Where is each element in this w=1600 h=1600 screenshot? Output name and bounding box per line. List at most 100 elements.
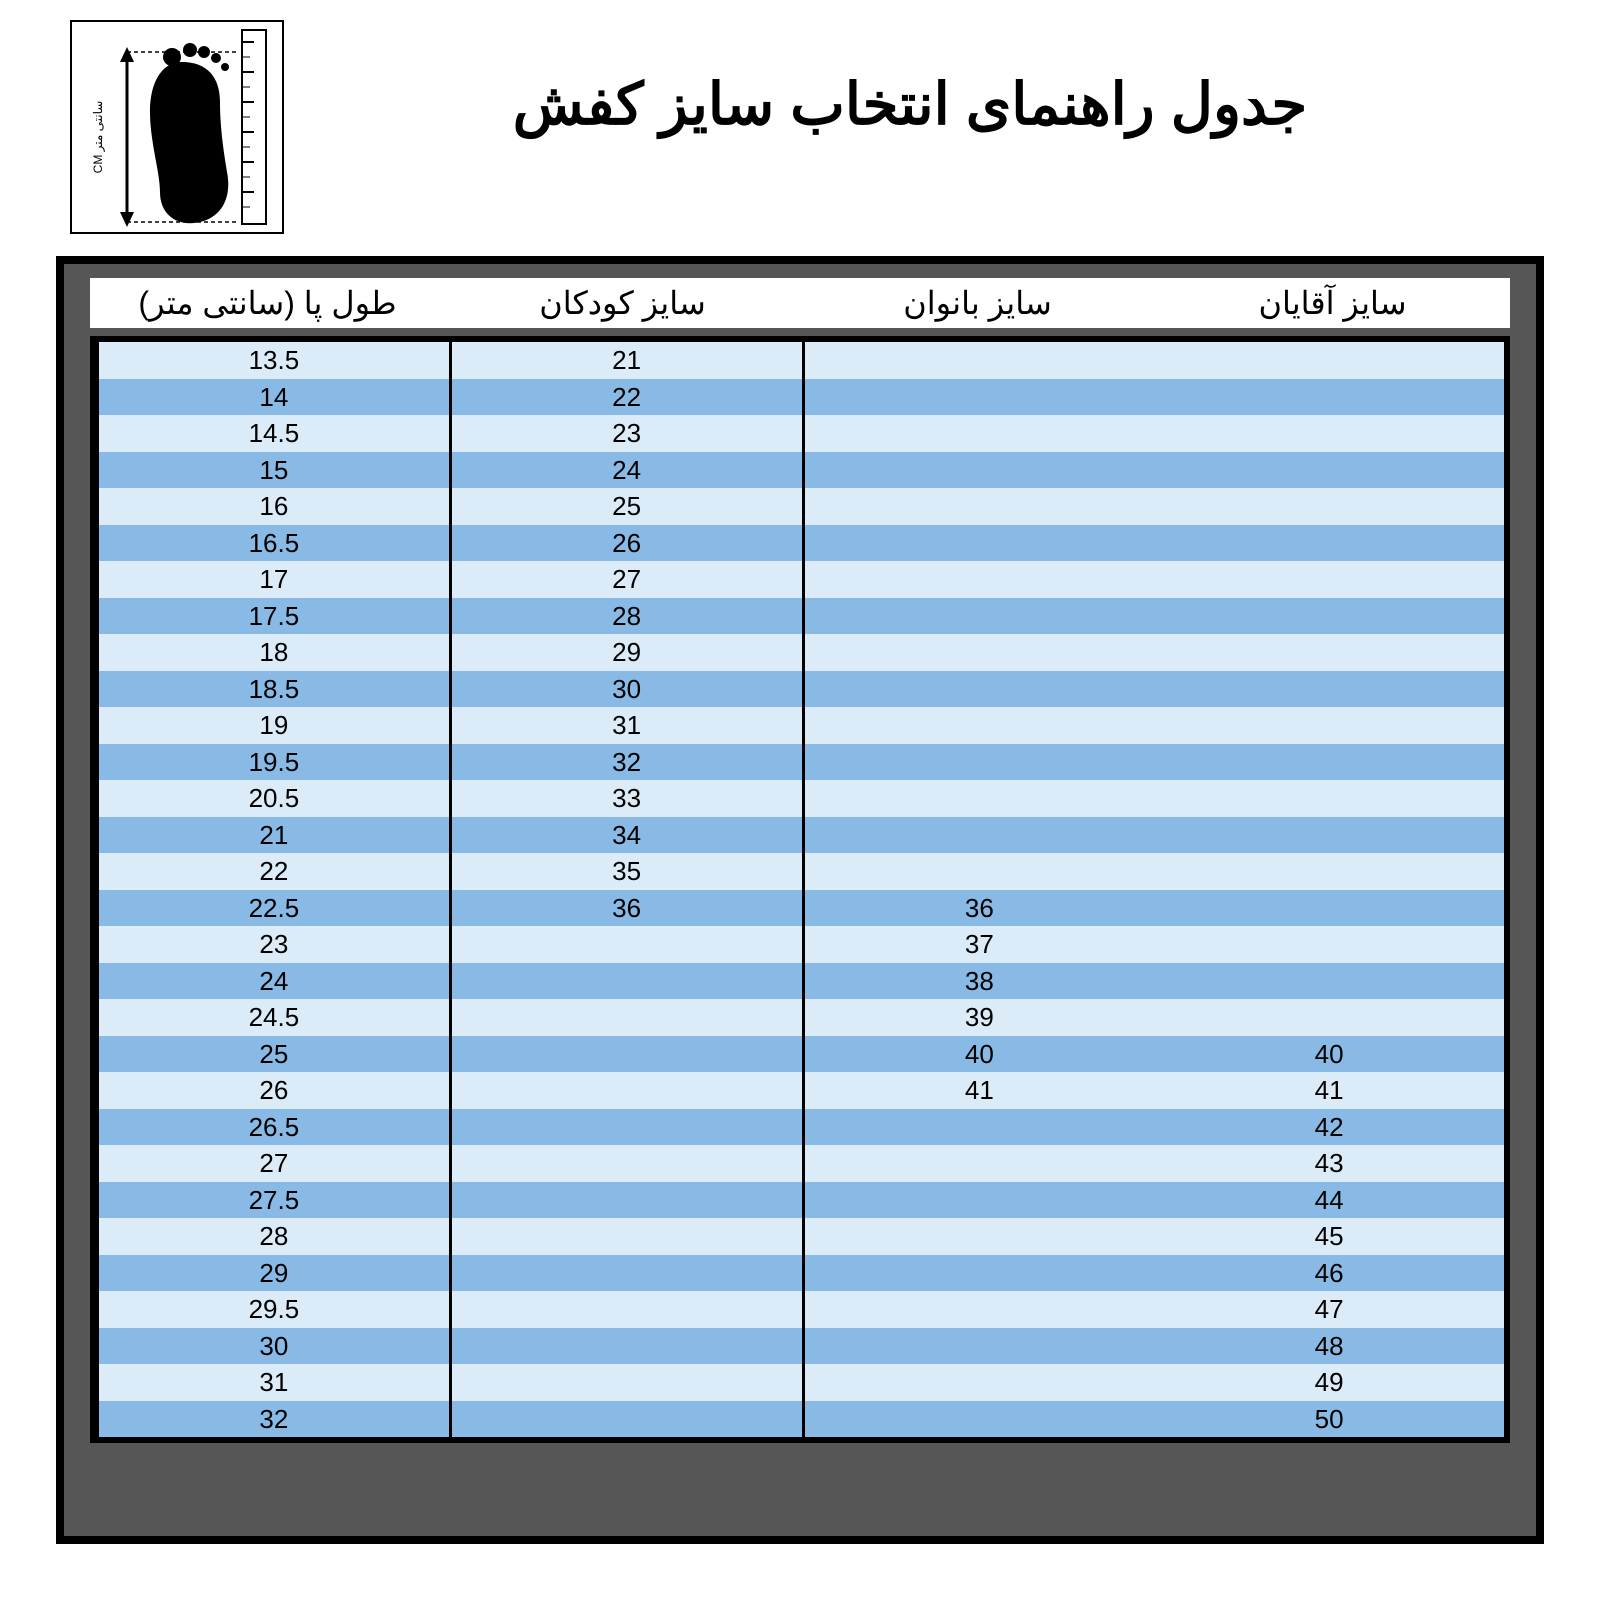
table-row: 20.533 — [96, 780, 1504, 817]
cell-kids: 30 — [449, 671, 802, 708]
table-row: 1931 — [96, 707, 1504, 744]
cell-kids — [449, 999, 802, 1036]
cell-kids — [449, 963, 802, 1000]
cell-kids — [449, 1145, 802, 1182]
cell-length: 21 — [96, 817, 449, 854]
cell-length: 30 — [96, 1328, 449, 1365]
table-row: 3149 — [96, 1364, 1504, 1401]
cell-length: 26.5 — [96, 1109, 449, 1146]
table-row: 29.547 — [96, 1291, 1504, 1328]
cell-men — [1154, 780, 1504, 817]
cell-length: 22 — [96, 853, 449, 890]
cell-kids: 25 — [449, 488, 802, 525]
col-header-length: طول پا (سانتی متر) — [90, 278, 445, 328]
cell-length: 18 — [96, 634, 449, 671]
cell-women — [802, 634, 1155, 671]
cell-women — [802, 1218, 1155, 1255]
cell-length: 24 — [96, 963, 449, 1000]
cell-women — [802, 452, 1155, 489]
col-header-men: سایز آقایان — [1155, 278, 1510, 328]
cell-women — [802, 671, 1155, 708]
cell-length: 26 — [96, 1072, 449, 1109]
cell-women — [802, 780, 1155, 817]
cell-women — [802, 379, 1155, 416]
cell-men: 47 — [1154, 1291, 1504, 1328]
cell-women — [802, 1145, 1155, 1182]
cell-men: 46 — [1154, 1255, 1504, 1292]
cell-kids — [449, 1328, 802, 1365]
cell-men — [1154, 342, 1504, 379]
cell-men — [1154, 853, 1504, 890]
cell-kids — [449, 1182, 802, 1219]
cell-women — [802, 817, 1155, 854]
cell-length: 16.5 — [96, 525, 449, 562]
cell-length: 19.5 — [96, 744, 449, 781]
cell-men: 42 — [1154, 1109, 1504, 1146]
cell-kids — [449, 1291, 802, 1328]
table-row: 2134 — [96, 817, 1504, 854]
table-row: 24 38 — [96, 963, 1504, 1000]
cell-kids — [449, 1255, 802, 1292]
table-row: 32 50 — [96, 1401, 1504, 1438]
table-row: 1727 — [96, 561, 1504, 598]
cell-men: 43 — [1154, 1145, 1504, 1182]
cell-length: 20.5 — [96, 780, 449, 817]
cell-women — [802, 744, 1155, 781]
cell-kids — [449, 1072, 802, 1109]
cell-men — [1154, 598, 1504, 635]
cell-men — [1154, 926, 1504, 963]
cell-men: 50 — [1154, 1401, 1504, 1438]
table-row: 27.544 — [96, 1182, 1504, 1219]
table-header: طول پا (سانتی متر) سایز کودکان سایز بانو… — [90, 278, 1510, 328]
cell-kids — [449, 1401, 802, 1438]
cell-length: 18.5 — [96, 671, 449, 708]
cell-women — [802, 1401, 1155, 1438]
cell-men: 49 — [1154, 1364, 1504, 1401]
cell-length: 16 — [96, 488, 449, 525]
cell-men — [1154, 707, 1504, 744]
cell-women — [802, 488, 1155, 525]
table-row: 3048 — [96, 1328, 1504, 1365]
cell-length: 32 — [96, 1401, 449, 1438]
table-row: 16.526 — [96, 525, 1504, 562]
cell-women — [802, 525, 1155, 562]
cell-men — [1154, 890, 1504, 927]
cell-kids — [449, 1036, 802, 1073]
cell-kids: 28 — [449, 598, 802, 635]
table-row: 2337 — [96, 926, 1504, 963]
table-row: 14.523 — [96, 415, 1504, 452]
table-row: 17.528 — [96, 598, 1504, 635]
cell-men — [1154, 415, 1504, 452]
table-row: 2946 — [96, 1255, 1504, 1292]
cell-women — [802, 1255, 1155, 1292]
table-row: 254040 — [96, 1036, 1504, 1073]
cell-kids — [449, 926, 802, 963]
cell-women: 38 — [802, 963, 1155, 1000]
cell-men: 40 — [1154, 1036, 1504, 1073]
cell-kids: 32 — [449, 744, 802, 781]
cell-length: 13.5 — [96, 342, 449, 379]
table-frame: طول پا (سانتی متر) سایز کودکان سایز بانو… — [56, 256, 1544, 1544]
cell-women — [802, 1109, 1155, 1146]
ruler-label: سانتی متر CM — [91, 101, 105, 174]
table-row: 2235 — [96, 853, 1504, 890]
table-body: 13.521142214.5231524162516.526172717.528… — [90, 336, 1510, 1443]
cell-men — [1154, 999, 1504, 1036]
cell-women — [802, 1291, 1155, 1328]
cell-women: 40 — [802, 1036, 1155, 1073]
table-row: 1422 — [96, 379, 1504, 416]
cell-women — [802, 598, 1155, 635]
cell-length: 19 — [96, 707, 449, 744]
cell-length: 28 — [96, 1218, 449, 1255]
foot-measure-icon: سانتی متر CM — [70, 20, 284, 234]
col-header-women: سایز بانوان — [800, 278, 1155, 328]
cell-length: 17 — [96, 561, 449, 598]
table-row: 22.53636 — [96, 890, 1504, 927]
cell-women — [802, 342, 1155, 379]
table-row: 1829 — [96, 634, 1504, 671]
cell-men — [1154, 817, 1504, 854]
table-row: 1524 — [96, 452, 1504, 489]
cell-women — [802, 707, 1155, 744]
cell-kids: 35 — [449, 853, 802, 890]
cell-men — [1154, 744, 1504, 781]
